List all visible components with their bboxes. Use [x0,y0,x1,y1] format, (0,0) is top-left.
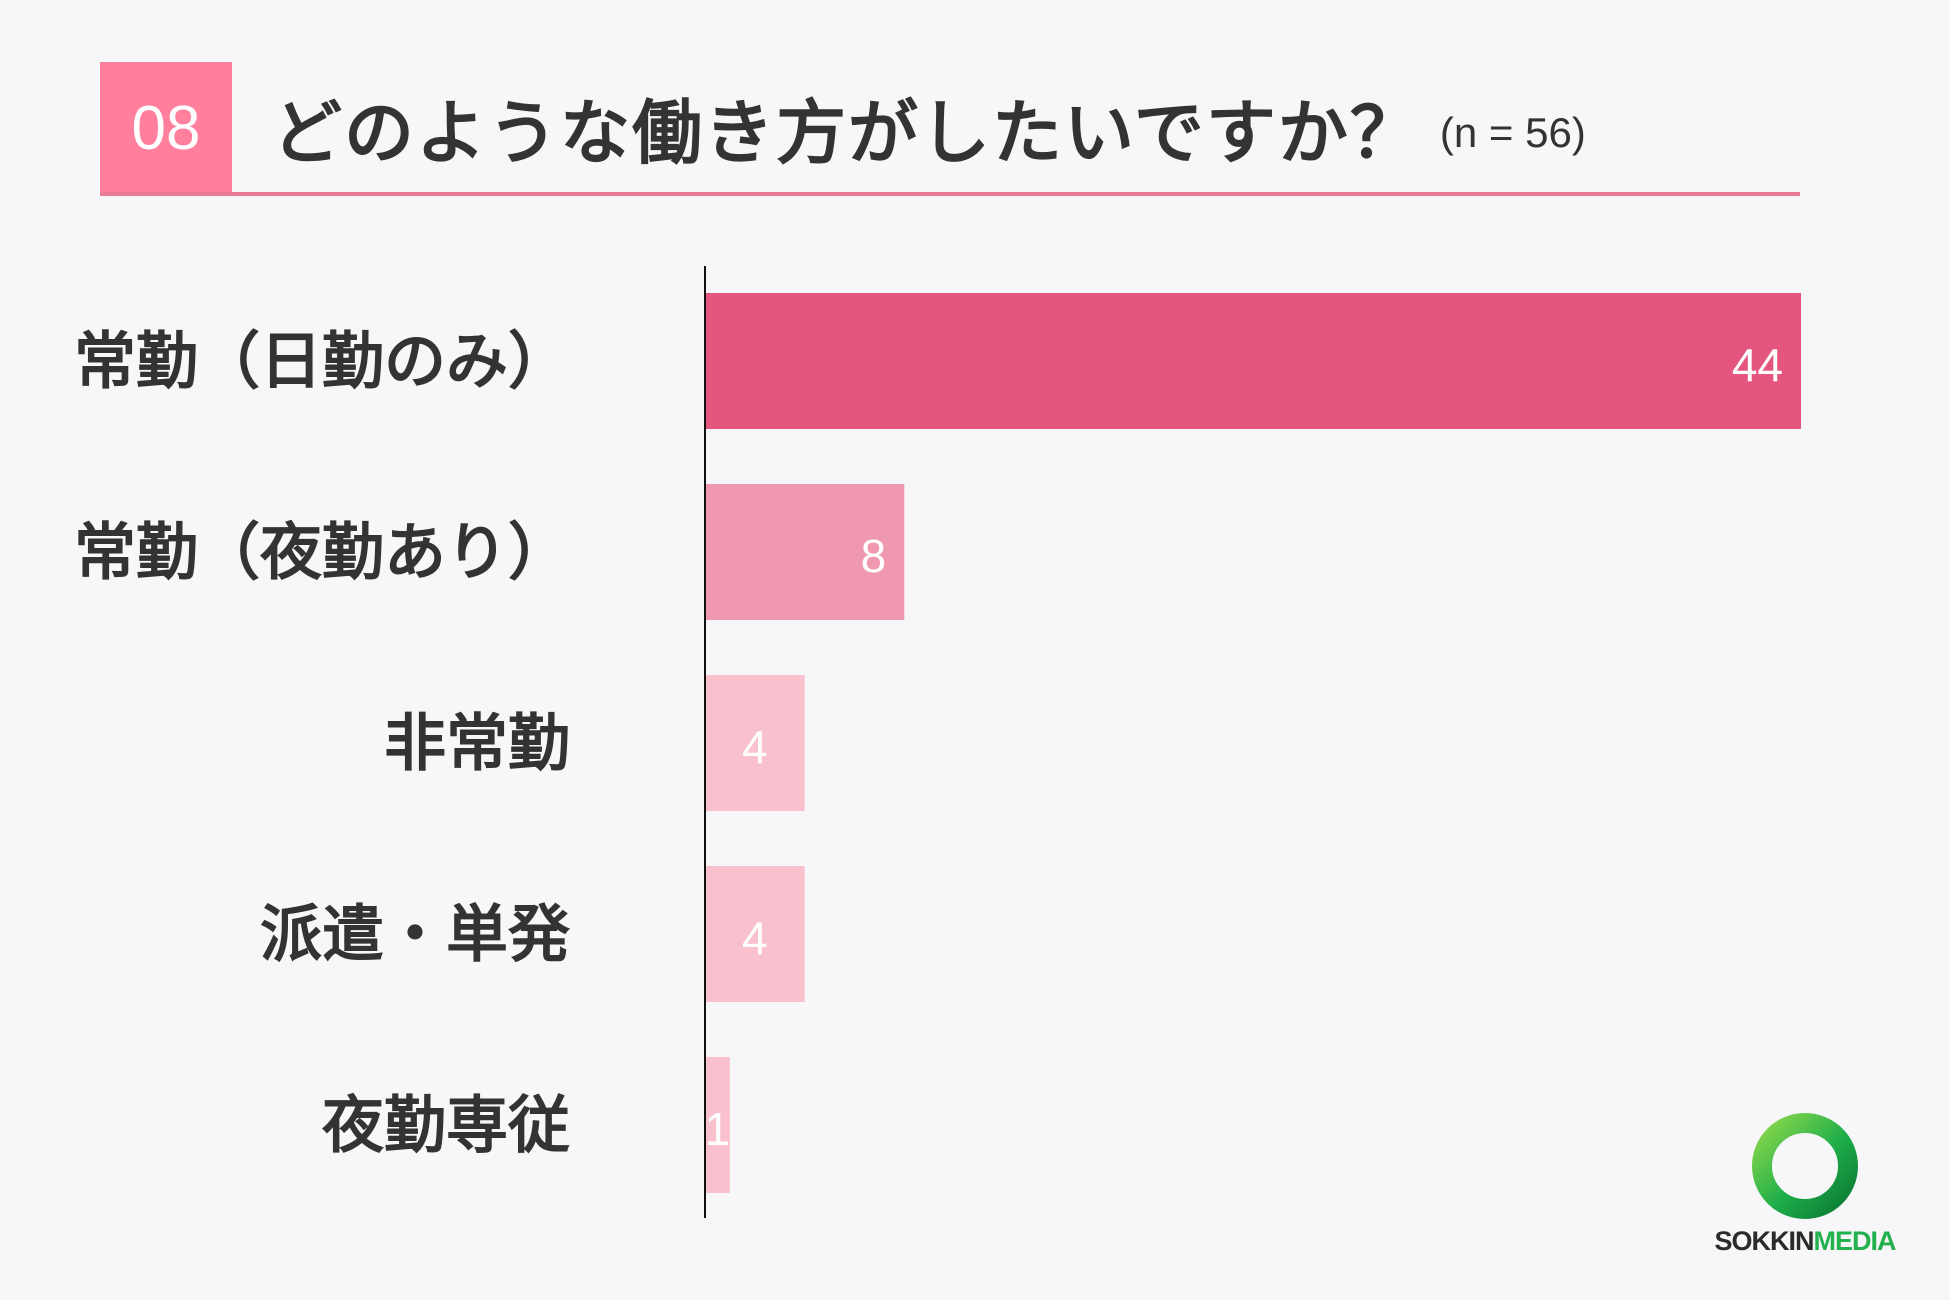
category-label-3: 派遣・単発 [260,898,571,971]
category-label-2: 非常勤 [384,707,570,780]
bar-1 [705,484,905,620]
title-text: どのような働き方がしたいですか？ [272,91,1422,174]
question-number-badge: 08 [100,62,232,194]
bar-0 [705,293,1801,429]
category-label-1: 常勤（夜勤あり） [74,516,570,589]
value-label-4: 1 [705,1103,731,1155]
value-label-1: 8 [861,530,887,582]
value-label-0: 44 [1732,339,1783,391]
bar-3 [705,866,805,1002]
title-underline [100,192,1800,196]
bar-4 [705,1057,730,1193]
sample-size: (n = 56) [1439,109,1586,156]
logo-text-dark: SOKKIN [1714,1226,1814,1256]
value-label-2: 4 [742,721,768,773]
sokkin-media-logo: SOKKINMEDIA [1690,1108,1920,1258]
logo-ring-icon [1752,1113,1858,1219]
logo-text: SOKKINMEDIA [1690,1226,1920,1257]
value-label-3: 4 [742,912,768,964]
category-label-4: 夜勤専従 [321,1089,570,1162]
page-title: どのような働き方がしたいですか？ (n = 56) [272,72,1586,182]
category-label-0: 常勤（日勤のみ） [74,325,570,398]
bar-2 [705,675,805,811]
logo-text-green: MEDIA [1813,1226,1897,1256]
bar-group: 常勤（日勤のみ） 44 常勤（夜勤あり） 8 非常勤 4 派遣・単発 4 夜勤専従 1 [74,293,1801,1193]
